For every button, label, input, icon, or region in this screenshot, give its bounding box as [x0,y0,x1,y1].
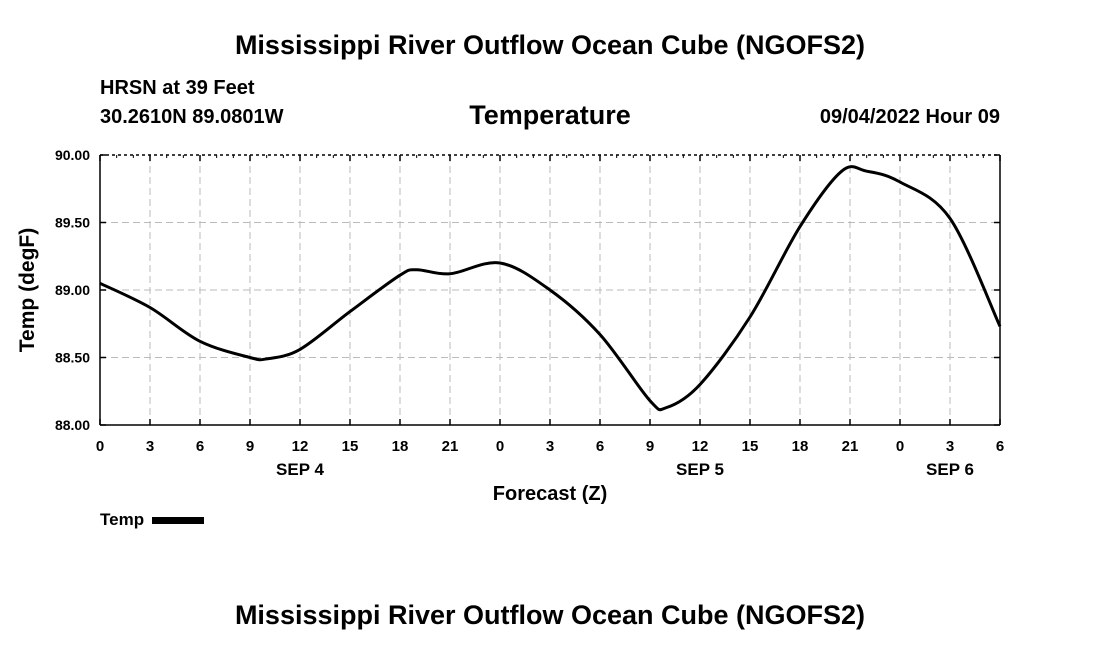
x-tick-label: 18 [392,438,409,455]
x-tick-label: 3 [546,438,554,455]
x-tick-label: 6 [996,438,1004,455]
x-tick-label: 15 [742,438,759,455]
x-axis-label: Forecast (Z) [493,483,607,505]
y-tick-label: 89.50 [55,215,90,231]
date-label: SEP 5 [676,460,724,479]
x-tick-label: 0 [896,438,904,455]
y-tick-label: 88.00 [55,417,90,433]
x-tick-label: 21 [442,438,459,455]
footer-title: Mississippi River Outflow Ocean Cube (NG… [234,600,866,630]
date-label: SEP 4 [276,460,324,479]
x-tick-label: 6 [196,438,204,455]
x-tick-label: 6 [596,438,604,455]
y-tick-label: 89.00 [55,282,90,298]
x-tick-label: 3 [946,438,954,455]
y-axis-label: Temp (degF) [16,228,39,352]
x-tick-label: 15 [342,438,359,455]
chart-title: Temperature [469,100,631,130]
grid [100,155,1000,425]
y-tick-label: 90.00 [55,147,90,163]
x-tick-label: 21 [842,438,859,455]
station-label: HRSN at 39 Feet [100,77,255,99]
legend: Temp [100,510,205,530]
coordinates-label: 30.2610N 89.0801W [100,106,284,128]
series-layer [99,165,1002,412]
x-tick-label: 0 [496,438,504,455]
series-line-temp [99,165,1002,412]
x-tick-label: 3 [146,438,154,455]
legend-label: Temp [100,510,145,529]
date-label: SEP 6 [926,460,974,479]
axes: 0 3 6 9 12 15 18 21 0 3 6 9 12 15 18 21 0 3 6 88.00 88.50 89.… [55,147,1004,479]
x-tick-label: 12 [292,438,309,455]
x-tick-label: 9 [646,438,654,455]
main-title: Mississippi River Outflow Ocean Cube (NG… [234,30,866,60]
x-tick-label: 0 [96,438,104,455]
x-tick-label: 12 [692,438,709,455]
x-tick-label: 9 [246,438,254,455]
datetime-label: 09/04/2022 Hour 09 [819,106,1000,128]
y-tick-label: 88.50 [55,350,90,366]
x-tick-label: 18 [792,438,809,455]
legend-line-swatch [152,517,205,525]
